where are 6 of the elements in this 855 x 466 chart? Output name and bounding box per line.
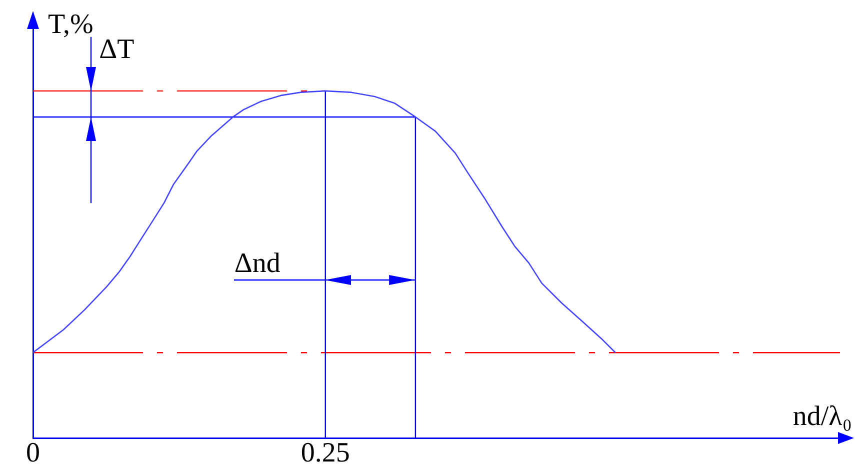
y-axis-title: T,% bbox=[48, 9, 94, 40]
x-tick-label: 0.25 bbox=[300, 437, 350, 466]
x-axis-title: nd/λ₀ bbox=[792, 401, 852, 432]
x-tick-label: 0 bbox=[26, 437, 40, 466]
annotation: Δnd bbox=[234, 248, 280, 279]
text: ΔT bbox=[99, 34, 134, 65]
